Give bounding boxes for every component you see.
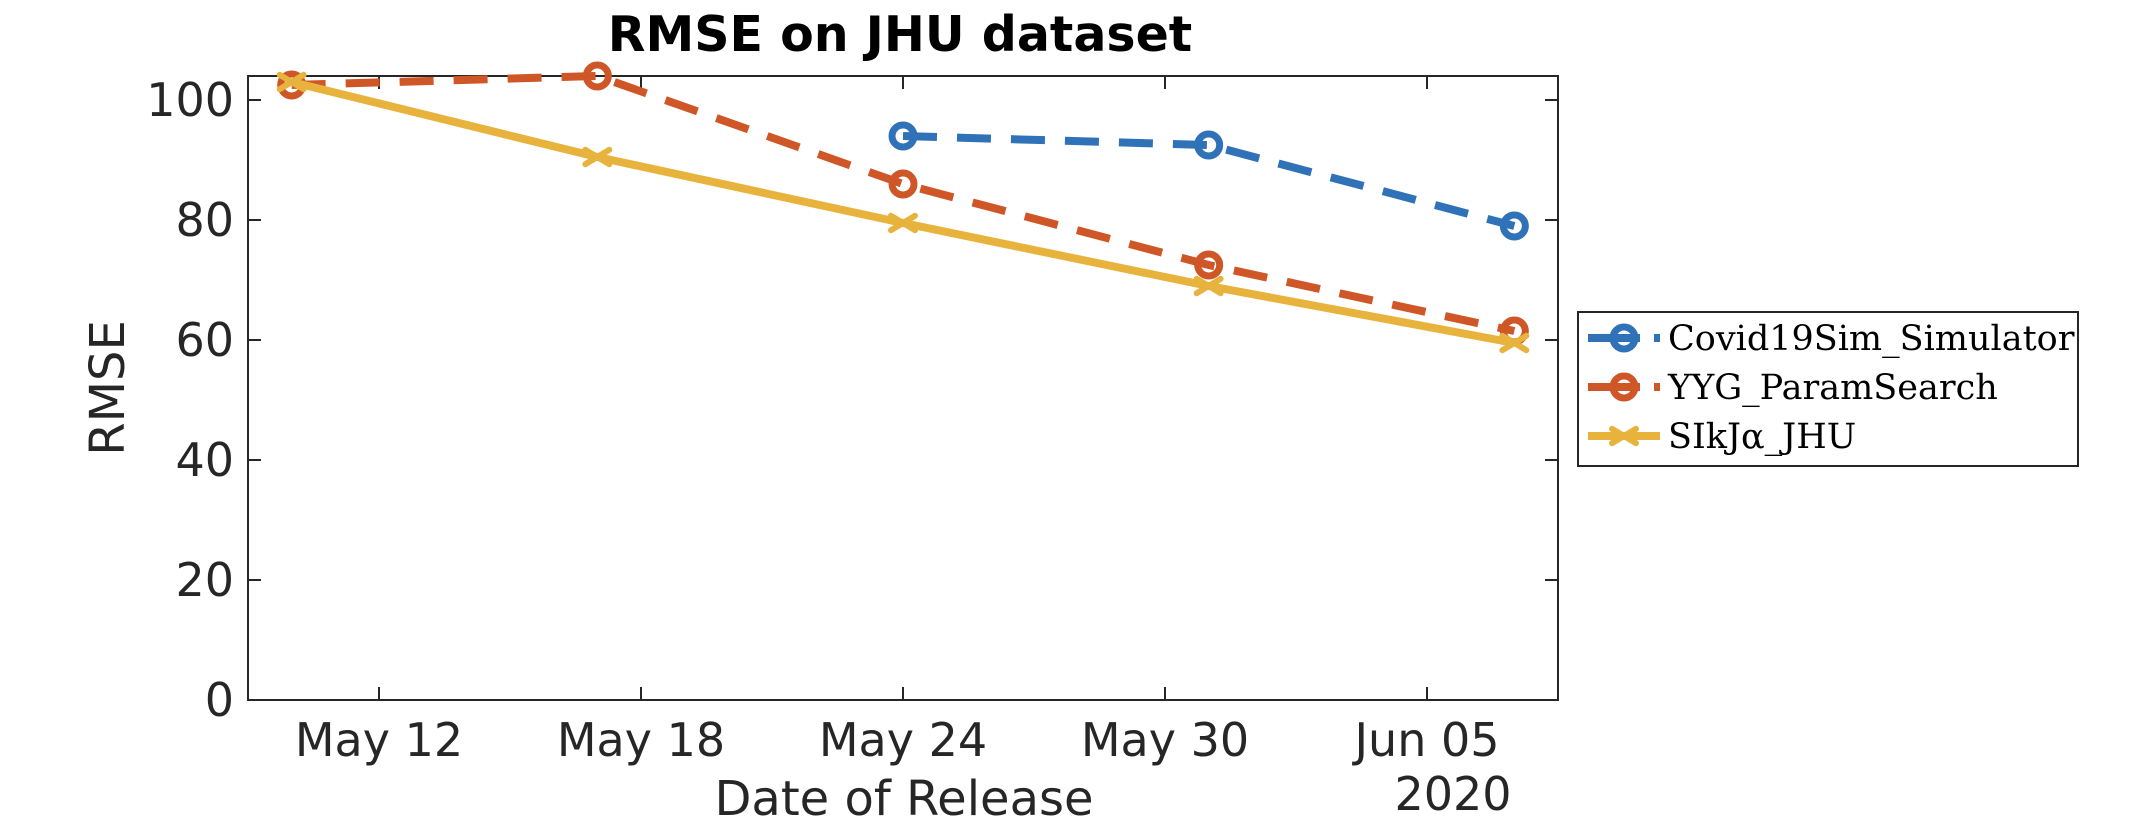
data-point: [582, 61, 612, 91]
y-axis-label: RMSE: [80, 320, 136, 456]
y-tick-label: 0: [205, 673, 234, 727]
x-tick-label: May 18: [557, 713, 725, 767]
legend-swatch-marker: [1609, 323, 1639, 353]
legend-label: Covid19Sim_Simulator: [1668, 319, 2075, 359]
data-point: [1499, 332, 1530, 354]
y-axis: 0 20 40 60 80 100: [146, 73, 1558, 727]
legend-entry: Covid19Sim_Simulator: [1588, 319, 2075, 359]
y-tick-label: 20: [175, 553, 234, 607]
data-point: [1193, 275, 1224, 297]
data-point: [888, 121, 918, 151]
x-tick-label: Jun 05: [1351, 713, 1499, 767]
x-tick-label: May 12: [295, 713, 463, 767]
series-line: [902, 132, 1516, 230]
y-tick-label: 80: [175, 193, 234, 247]
y-tick-label: 60: [175, 313, 234, 367]
data-point: [1194, 130, 1224, 160]
x-tick-label: May 24: [819, 713, 987, 767]
y-tick-label: 100: [146, 73, 234, 127]
chart-title: RMSE on JHU dataset: [608, 6, 1192, 63]
y-tick-label: 40: [175, 433, 234, 487]
series-2: [276, 71, 1530, 354]
legend-swatch-marker: [1609, 372, 1639, 402]
series-0: [888, 121, 1529, 241]
series-layer: [276, 61, 1530, 354]
legend-label: SIkJα_JHU: [1668, 417, 1856, 457]
x-tick-label: May 30: [1081, 713, 1249, 767]
series-1: [277, 61, 1529, 346]
x-axis: May 12 May 18 May 24 May 30 Jun 05: [295, 76, 1500, 767]
data-point: [1499, 211, 1529, 241]
legend-entry: YYG_ParamSearch: [1588, 368, 1998, 408]
legend: Covid19Sim_Simulator YYG_ParamSearch SIkJα…: [1577, 311, 2079, 467]
data-point: [888, 212, 918, 234]
legend-swatch-marker: [1609, 425, 1639, 447]
x-axis-label: Date of Release: [714, 771, 1093, 818]
legend-label: YYG_ParamSearch: [1667, 368, 1998, 408]
data-point: [888, 169, 918, 199]
data-point: [1194, 250, 1224, 280]
series-line: [291, 72, 1516, 335]
legend-entry: SIkJα_JHU: [1588, 417, 1856, 457]
x-axis-year-label: 2020: [1394, 767, 1511, 818]
data-point: [276, 71, 307, 93]
data-point: [582, 146, 613, 168]
legend-box: [1577, 311, 2079, 467]
